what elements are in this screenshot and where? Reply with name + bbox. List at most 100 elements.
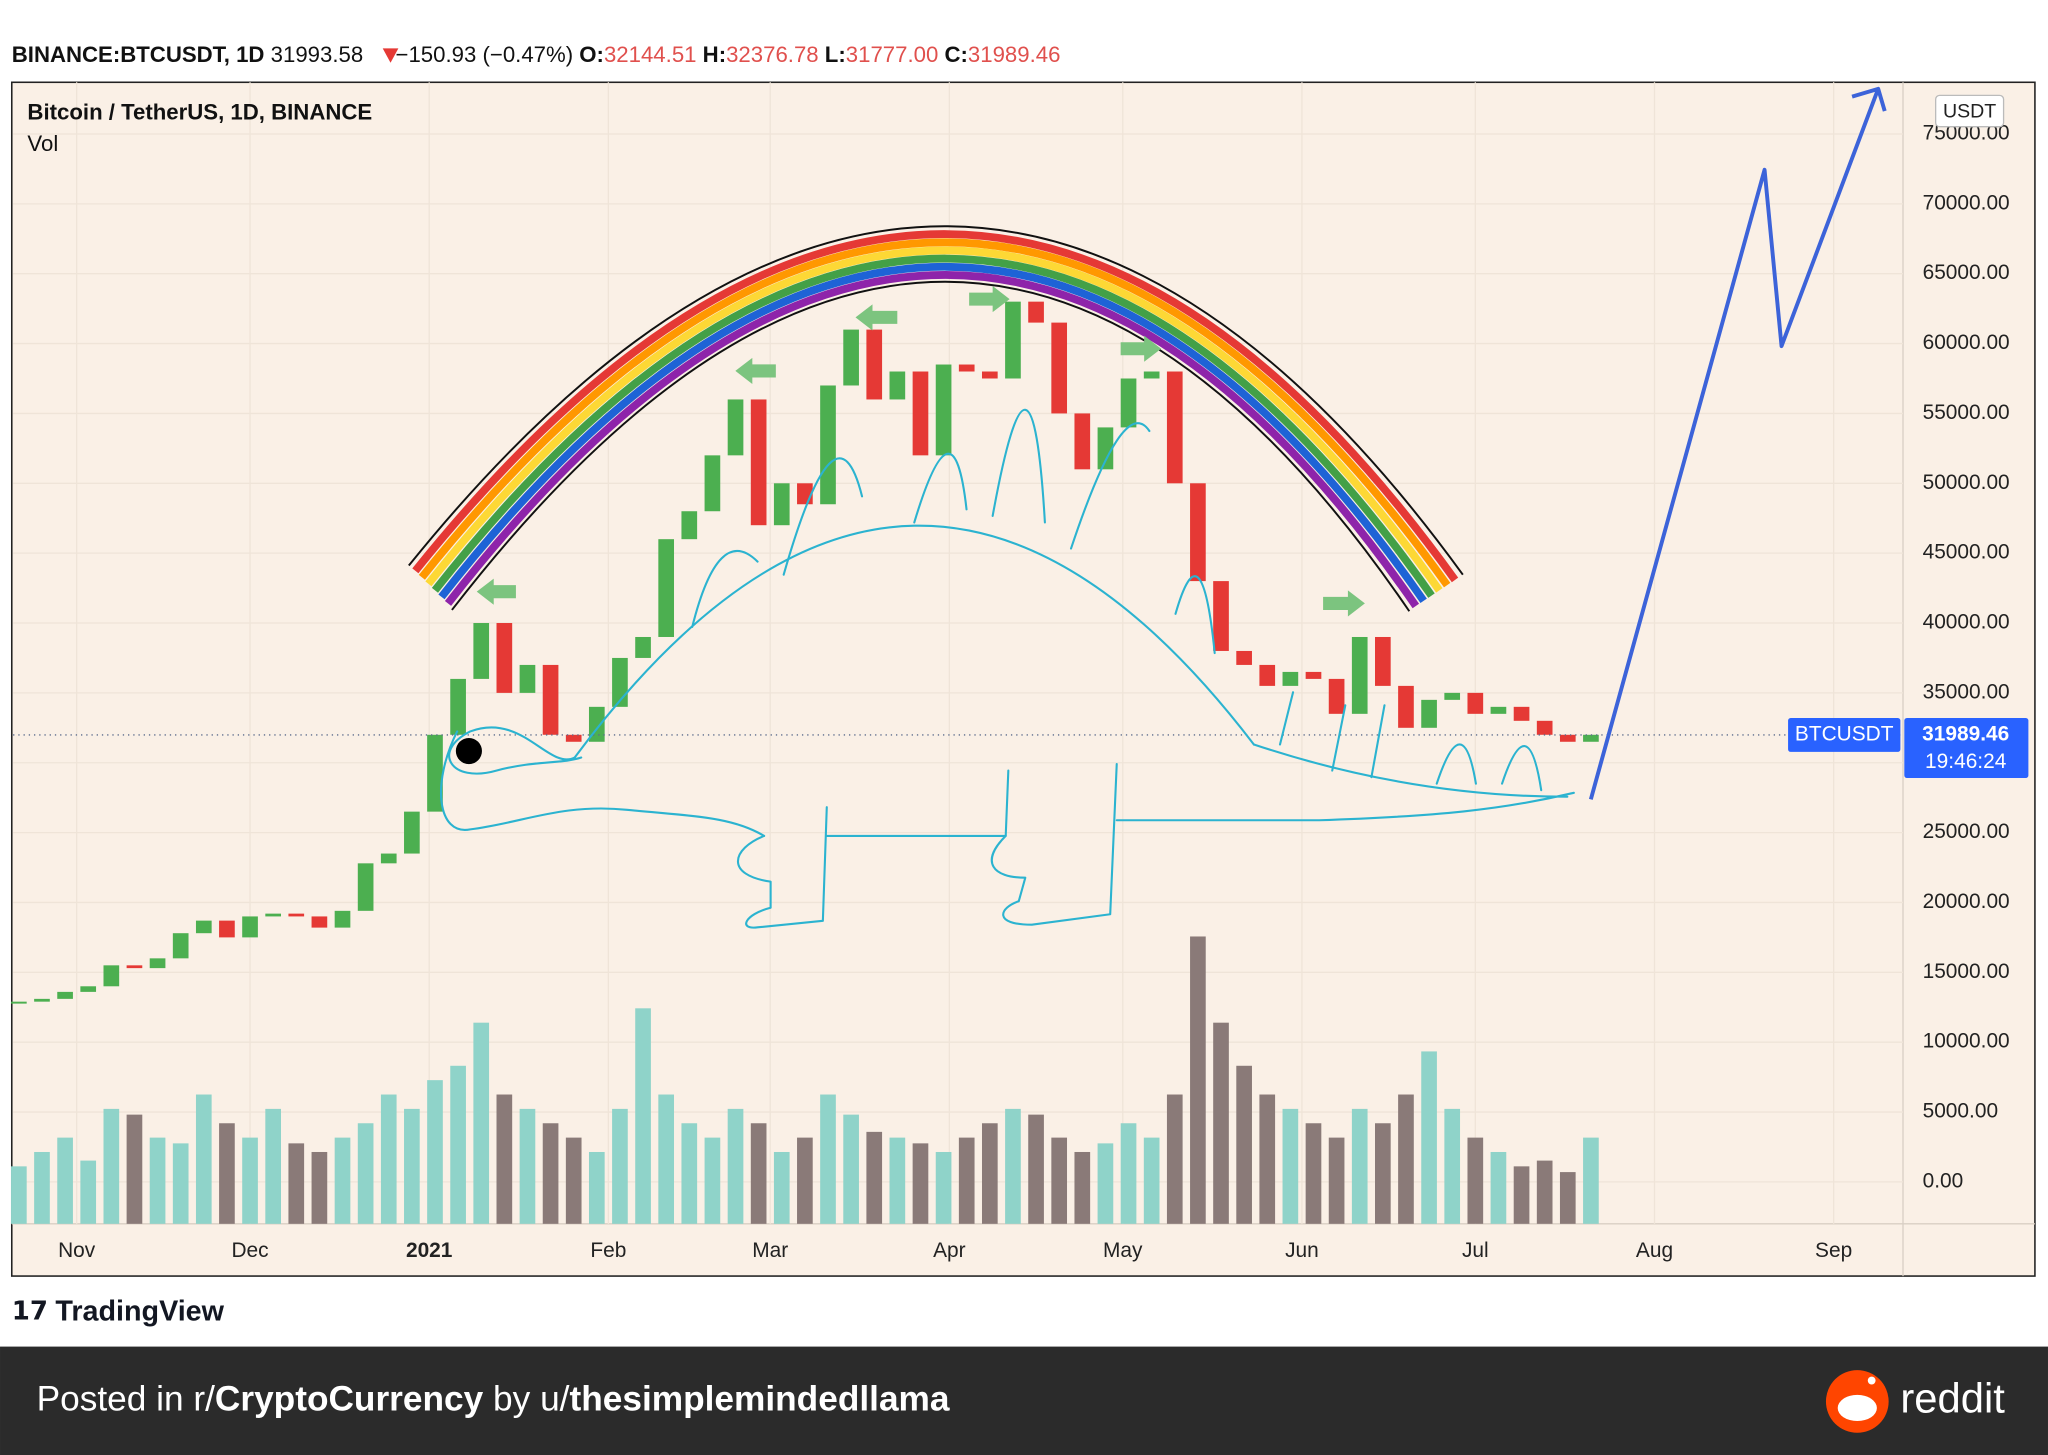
candle — [1236, 650, 1252, 665]
y-tick-label: 5000.00 — [1923, 1100, 1998, 1123]
volume-bar — [658, 1094, 675, 1224]
posted: Posted in r/CryptoCurrency by u/thesimpl… — [37, 1380, 950, 1419]
candle — [1120, 378, 1137, 428]
candle — [1166, 371, 1183, 484]
x-tick-label: Apr — [933, 1239, 966, 1262]
legend-vol: Vol — [27, 131, 58, 156]
user: thesimplemindedllama — [569, 1380, 949, 1419]
candle — [219, 920, 235, 938]
volume-bar — [1282, 1108, 1299, 1224]
candle — [658, 539, 675, 637]
y-tick-label: 15000.00 — [1923, 960, 2010, 983]
volume-bar — [380, 1094, 397, 1224]
volume-bar — [519, 1108, 536, 1224]
volume-bar — [265, 1108, 281, 1224]
volume-bar — [1559, 1172, 1576, 1224]
c-key: C: — [944, 42, 967, 67]
candle — [1421, 699, 1437, 728]
volume-bar — [1421, 1051, 1437, 1224]
countdown: 19:46:24 — [1925, 750, 2006, 773]
x-tick-label: Mar — [752, 1239, 788, 1262]
volume-bar — [981, 1123, 998, 1224]
candle — [1351, 636, 1368, 714]
x-tick-label: May — [1103, 1239, 1143, 1262]
y-tick-label: 40000.00 — [1923, 611, 2010, 634]
candle — [450, 678, 466, 735]
volume-bar — [1490, 1151, 1507, 1224]
volume-bar — [843, 1114, 859, 1224]
candle — [57, 991, 73, 999]
candle — [1190, 483, 1206, 582]
volume — [11, 936, 1599, 1224]
dinosaur — [440, 408, 1575, 929]
y-tick-label: 65000.00 — [1923, 261, 2010, 284]
candle — [1536, 720, 1553, 735]
axes: 0.00 5000.00 10000.00 15000.00 20000.00 25000… — [13, 121, 2029, 1262]
volume-bar — [889, 1137, 906, 1224]
x-tick-label: Aug — [1636, 1239, 1673, 1262]
candle — [496, 623, 513, 693]
volume-bar — [242, 1137, 258, 1224]
y-tick-label: 10000.00 — [1923, 1030, 2010, 1053]
candle — [958, 364, 975, 372]
volume-bar — [1051, 1137, 1068, 1224]
candle — [1143, 371, 1160, 379]
legend-title: Bitcoin / TetherUS, 1D, BINANCE — [27, 99, 372, 124]
candle — [727, 399, 744, 456]
candle — [912, 371, 929, 456]
posted-by: by u/ — [483, 1380, 569, 1419]
volume-bar — [427, 1080, 443, 1224]
volume-bar — [797, 1137, 813, 1224]
volume-bar — [1328, 1137, 1345, 1224]
candle — [1097, 427, 1114, 470]
candle — [773, 483, 790, 526]
volume-bar — [820, 1094, 836, 1224]
volume-bar — [1305, 1123, 1322, 1224]
arrows — [476, 286, 1365, 617]
volume-bar — [1120, 1123, 1137, 1224]
candle — [80, 986, 97, 992]
brand: 𝟭𝟳 TradingView — [12, 1295, 225, 1327]
candle — [11, 1001, 27, 1004]
volume-bar — [1583, 1137, 1599, 1224]
volume-bar — [126, 1114, 143, 1224]
close: 31989.46 — [968, 42, 1061, 67]
symbol-tag-text: BTCUSDT — [1795, 722, 1894, 745]
volume-bar — [195, 1094, 212, 1224]
volume-bar — [311, 1151, 328, 1224]
candle — [981, 371, 998, 379]
forecast-line — [1588, 86, 1887, 800]
h-key: H: — [703, 42, 726, 67]
band-orange — [418, 238, 1451, 588]
reddit-face — [1837, 1394, 1877, 1422]
candle — [1074, 413, 1091, 470]
candle — [704, 455, 721, 512]
volume-bar — [357, 1123, 374, 1224]
candle — [311, 916, 328, 928]
candle — [750, 399, 767, 526]
volume-bar — [866, 1131, 883, 1224]
candle — [1282, 671, 1299, 686]
x-tick-label: Jul — [1462, 1239, 1489, 1262]
y-tick-label: 45000.00 — [1923, 541, 2010, 564]
candle — [1259, 664, 1276, 686]
candle — [473, 623, 490, 679]
volume-bar — [1513, 1166, 1530, 1224]
volume-bar — [11, 1166, 27, 1224]
candle — [1005, 301, 1021, 379]
candle — [195, 920, 212, 934]
candle — [1583, 734, 1599, 742]
volume-bar — [542, 1123, 559, 1224]
change: −150.93 (−0.47%) — [395, 42, 573, 67]
candle — [542, 664, 559, 735]
open: 32144.51 — [604, 42, 697, 67]
volume-bar — [1028, 1114, 1044, 1224]
price-tag-text: 31989.46 — [1922, 722, 2009, 745]
volume-bar — [1097, 1143, 1114, 1224]
band-blue — [438, 262, 1427, 604]
candle — [1490, 706, 1507, 714]
y-tick-label: 55000.00 — [1923, 401, 2010, 424]
volume-bar — [935, 1151, 952, 1224]
candle — [1559, 734, 1576, 742]
